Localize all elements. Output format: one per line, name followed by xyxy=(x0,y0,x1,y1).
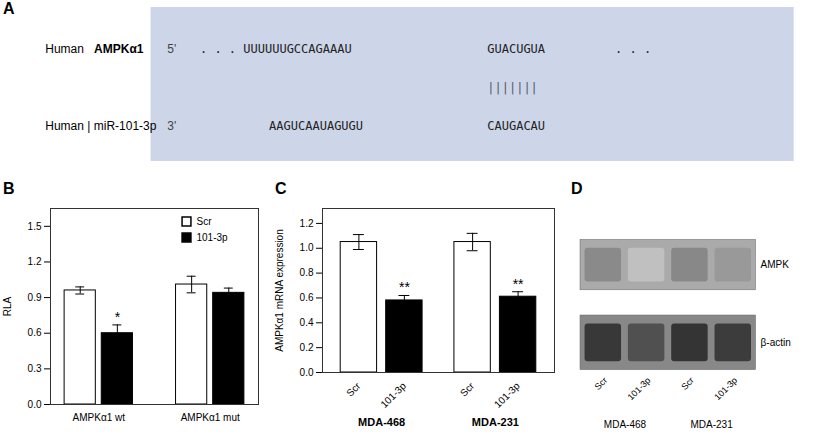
svg-text:CAUGACAU: CAUGACAU xyxy=(487,119,545,133)
svg-text:3': 3' xyxy=(167,119,176,133)
svg-text:Human | miR-101-3p: Human | miR-101-3p xyxy=(45,119,156,133)
svg-text:GUACUGUA: GUACUGUA xyxy=(487,42,546,56)
svg-text:101-3p: 101-3p xyxy=(492,380,522,410)
svg-text:**: ** xyxy=(399,279,410,295)
svg-text:*: * xyxy=(115,309,121,325)
svg-text:1.5: 1.5 xyxy=(28,221,42,232)
svg-text:. . .: . . . xyxy=(615,42,651,56)
svg-text:AAGUCAAUAGUGU: AAGUCAAUAGUGU xyxy=(269,119,363,133)
svg-text:0.9: 0.9 xyxy=(28,292,42,303)
svg-text:AMPK: AMPK xyxy=(761,259,790,270)
svg-text:. . . UUUUUUGCCAGAAAU: . . . UUUUUUGCCAGAAAU xyxy=(200,42,352,56)
svg-text:0.0: 0.0 xyxy=(300,367,314,378)
svg-text:β-actin: β-actin xyxy=(761,337,791,348)
svg-text:|: | xyxy=(523,81,530,95)
svg-text:|: | xyxy=(531,81,538,95)
svg-text:0.3: 0.3 xyxy=(28,363,42,374)
svg-text:Scr: Scr xyxy=(679,375,696,392)
svg-text:Human: Human xyxy=(45,42,87,56)
html-text:D: D xyxy=(571,180,583,197)
svg-text:AMPKα1: AMPKα1 xyxy=(94,42,144,56)
svg-text:0.2: 0.2 xyxy=(300,342,314,353)
svg-text:101-3p: 101-3p xyxy=(626,375,653,402)
svg-text:|: | xyxy=(487,81,494,95)
svg-text:0.0: 0.0 xyxy=(28,399,42,410)
svg-text:|: | xyxy=(494,81,501,95)
svg-text:AMPKα1 mRNA expression: AMPKα1 mRNA expression xyxy=(274,229,285,352)
svg-text:|: | xyxy=(516,81,523,95)
svg-text:MDA-231: MDA-231 xyxy=(690,419,733,430)
svg-text:Scr: Scr xyxy=(593,375,610,392)
svg-text:|: | xyxy=(509,81,516,95)
svg-text:Scr: Scr xyxy=(197,216,213,227)
svg-text:0.4: 0.4 xyxy=(300,317,314,328)
svg-text:0.8: 0.8 xyxy=(300,267,314,278)
svg-text:101-3p: 101-3p xyxy=(197,232,229,243)
svg-text:MDA-231: MDA-231 xyxy=(472,416,519,428)
svg-text:5': 5' xyxy=(167,42,176,56)
html-text:B: B xyxy=(3,180,15,197)
svg-text:1.0: 1.0 xyxy=(300,242,314,253)
svg-text:0.6: 0.6 xyxy=(300,292,314,303)
html-text:C: C xyxy=(275,180,287,197)
html-text:A: A xyxy=(3,0,15,17)
svg-text:101-3p: 101-3p xyxy=(378,380,408,410)
svg-text:0.6: 0.6 xyxy=(28,327,42,338)
svg-text:AMPKα1 wt: AMPKα1 wt xyxy=(73,412,126,423)
svg-text:MDA-468: MDA-468 xyxy=(358,416,405,428)
svg-text:Scr: Scr xyxy=(458,380,477,399)
svg-text:Scr: Scr xyxy=(344,380,363,399)
svg-text:MDA-468: MDA-468 xyxy=(604,419,647,430)
svg-text:1.2: 1.2 xyxy=(28,256,42,267)
svg-text:AMPKα1 mut: AMPKα1 mut xyxy=(181,412,240,423)
svg-text:101-3p: 101-3p xyxy=(712,375,739,402)
svg-text:1.2: 1.2 xyxy=(300,218,314,229)
svg-text:RLA: RLA xyxy=(2,296,13,316)
svg-text:**: ** xyxy=(513,276,524,292)
svg-text:|: | xyxy=(502,81,509,95)
